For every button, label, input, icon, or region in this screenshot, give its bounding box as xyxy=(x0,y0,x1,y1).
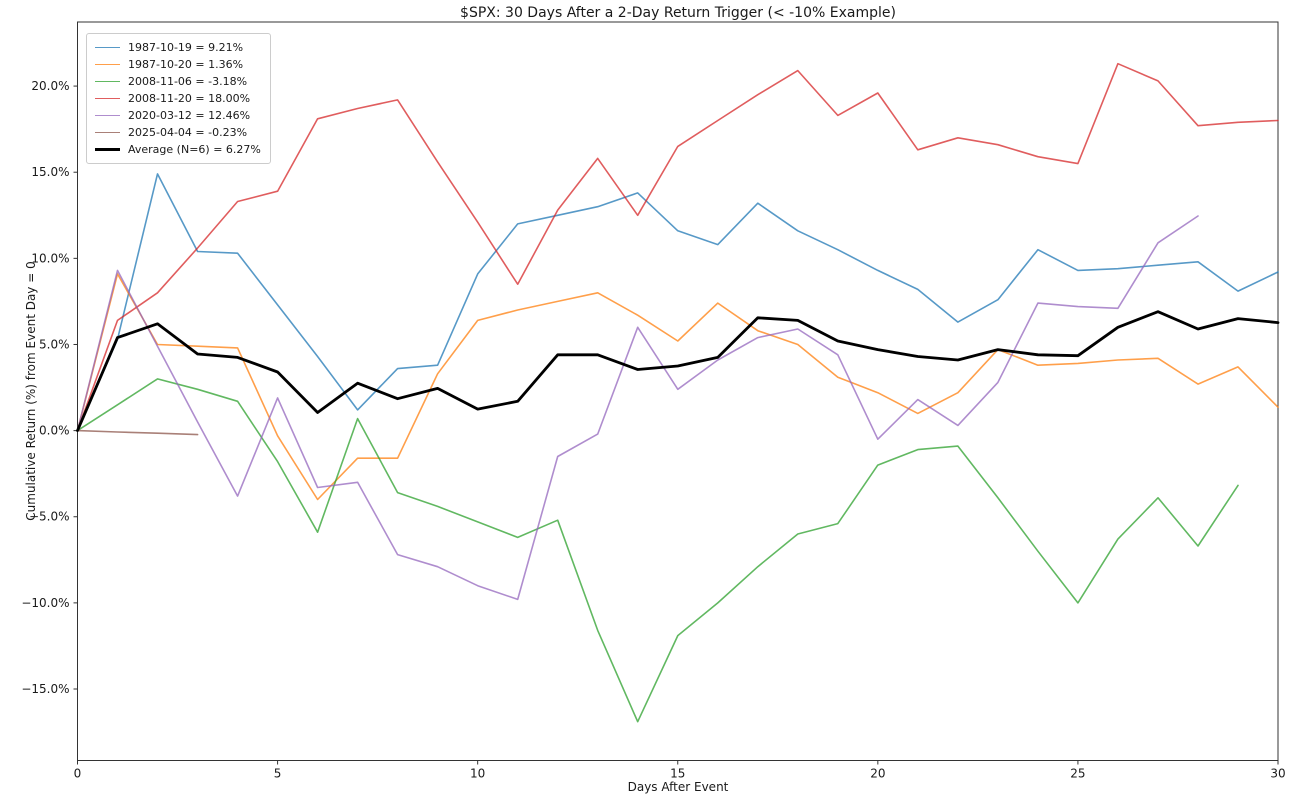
legend-item: Average (N=6) = 6.27% xyxy=(95,141,261,158)
chart-title: $SPX: 30 Days After a 2-Day Return Trigg… xyxy=(460,5,896,21)
series-line-2020-03-12 xyxy=(76,215,1199,601)
y-tick-label: 0.0% xyxy=(39,424,70,438)
legend-label: Average (N=6) = 6.27% xyxy=(128,143,261,156)
legend-label: 2020-03-12 = 12.46% xyxy=(128,109,251,122)
legend-item: 1987-10-19 = 9.21% xyxy=(95,39,261,56)
series-line-2025-04-04 xyxy=(76,429,199,436)
legend-item: 2025-04-04 = -0.23% xyxy=(95,124,261,141)
legend-label: 1987-10-19 = 9.21% xyxy=(128,41,244,54)
y-tick-label: −15.0% xyxy=(21,682,69,696)
x-tick-label: 10 xyxy=(470,767,485,781)
y-tick-label: −5.0% xyxy=(29,510,70,524)
x-axis-label: Days After Event xyxy=(627,780,729,794)
legend-swatch-line xyxy=(95,114,120,117)
y-axis-label: Cumulative Return (%) from Event Day = 0 xyxy=(24,261,38,521)
legend: 1987-10-19 = 9.21% 1987-10-20 = 1.36% 2008… xyxy=(86,33,271,164)
legend-swatch-line xyxy=(95,148,120,151)
legend-label: 2008-11-20 = 18.00% xyxy=(128,92,251,105)
legend-swatch-line xyxy=(95,97,120,100)
legend-item: 2020-03-12 = 12.46% xyxy=(95,107,261,124)
x-tick-label: 20 xyxy=(870,767,885,781)
x-tick-label: 30 xyxy=(1270,767,1285,781)
legend-item: 1987-10-20 = 1.36% xyxy=(95,56,261,73)
legend-label: 1987-10-20 = 1.36% xyxy=(128,58,244,71)
series-line-2008-11-20 xyxy=(76,62,1279,432)
x-tick-label: 0 xyxy=(74,767,82,781)
legend-swatch-line xyxy=(95,131,120,134)
x-tick-label: 5 xyxy=(274,767,282,781)
series-line-average-n-6- xyxy=(76,310,1280,433)
legend-label: 2008-11-06 = -3.18% xyxy=(128,75,248,88)
series-line-2008-11-06 xyxy=(76,378,1239,723)
y-tick-label: 15.0% xyxy=(31,165,69,179)
legend-label: 2025-04-04 = -0.23% xyxy=(128,126,248,139)
legend-swatch-line xyxy=(95,63,120,66)
series-line-1987-10-19 xyxy=(76,173,1279,432)
legend-swatch-line xyxy=(95,46,120,49)
y-tick-label: −10.0% xyxy=(21,596,69,610)
legend-item: 2008-11-06 = -3.18% xyxy=(95,73,261,90)
x-tick-label: 25 xyxy=(1070,767,1085,781)
legend-item: 2008-11-20 = 18.00% xyxy=(95,90,261,107)
y-tick-label: 5.0% xyxy=(39,337,70,351)
y-tick-label: 10.0% xyxy=(31,251,69,265)
series-line-1987-10-20 xyxy=(76,273,1279,501)
y-tick-label: 20.0% xyxy=(31,79,69,93)
legend-swatch-line xyxy=(95,80,120,83)
x-tick-label: 15 xyxy=(670,767,685,781)
